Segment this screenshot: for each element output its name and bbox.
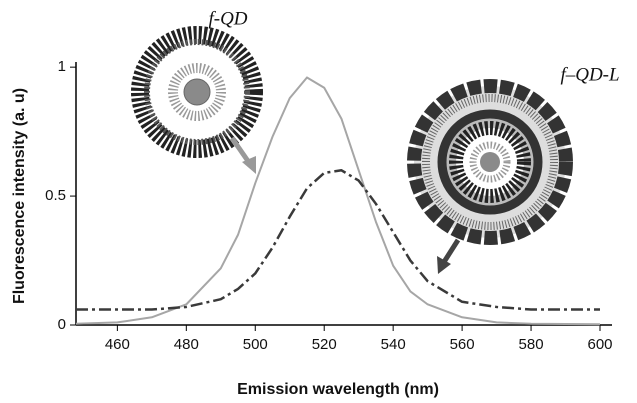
x-axis-label: Emission wavelength (nm) xyxy=(237,381,439,398)
x-tick-label: 460 xyxy=(105,336,130,353)
x-tick-label: 600 xyxy=(587,336,612,353)
x-tick-label: 480 xyxy=(174,336,199,353)
qd-core xyxy=(480,152,500,172)
y-tick-label: 0 xyxy=(58,316,66,333)
x-tick-label: 500 xyxy=(243,336,268,353)
x-tick-label: 520 xyxy=(312,336,337,353)
y-axis-label: Fluorescence intensity (a. u) xyxy=(11,88,28,304)
arrow xyxy=(229,136,253,166)
x-tick-label: 580 xyxy=(519,336,544,353)
annotation: f–QD-L xyxy=(560,64,619,85)
qd-shell xyxy=(131,26,263,158)
arrow-head xyxy=(242,156,256,174)
qd-ligands xyxy=(469,141,511,183)
arrow xyxy=(441,238,461,264)
line-series xyxy=(75,76,601,326)
arrow-head xyxy=(437,256,451,274)
x-tick-label: 540 xyxy=(381,336,406,353)
y-tick-label: 0.5 xyxy=(45,187,66,204)
qd-core xyxy=(183,78,211,106)
qd-shell xyxy=(144,39,250,145)
qd-ligands xyxy=(168,63,226,121)
lipid-layer xyxy=(422,94,558,230)
x-tick-label: 560 xyxy=(450,336,475,353)
illustration xyxy=(131,26,573,274)
y-tick-label: 1 xyxy=(58,58,66,75)
line-series xyxy=(76,169,600,311)
annotation: f-QD xyxy=(208,8,247,29)
